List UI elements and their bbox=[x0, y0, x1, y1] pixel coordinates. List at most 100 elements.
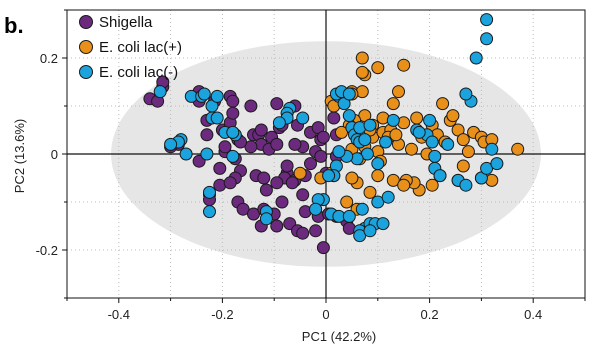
point-e-coli-lac bbox=[459, 87, 473, 101]
point-e-coli-lac bbox=[405, 142, 418, 156]
point-e-coli-lac bbox=[386, 173, 400, 187]
legend-label-e-coli-lac: E. coli lac(-) bbox=[99, 64, 178, 81]
point-e-coli-lac bbox=[397, 178, 411, 192]
point-e-coli-lac bbox=[342, 109, 356, 123]
point-shigella bbox=[226, 106, 240, 120]
point-e-coli-lac bbox=[179, 147, 193, 161]
point-e-coli-lac bbox=[210, 111, 224, 125]
point-shigella bbox=[223, 176, 237, 190]
legend-marker-e-coli-lac bbox=[79, 40, 93, 54]
point-e-coli-lac bbox=[480, 13, 494, 27]
point-e-coli-lac bbox=[164, 137, 178, 151]
point-e-coli-lac bbox=[226, 125, 240, 139]
point-e-coli-lac bbox=[335, 125, 348, 139]
point-e-coli-lac bbox=[197, 87, 211, 101]
point-shigella bbox=[327, 111, 341, 125]
point-e-coli-lac bbox=[358, 133, 372, 147]
point-shigella bbox=[200, 128, 214, 142]
y-tick-label: -0.2 bbox=[36, 243, 58, 258]
point-e-coli-lac bbox=[340, 195, 354, 209]
point-e-coli-lac bbox=[363, 118, 377, 132]
point-shigella bbox=[275, 195, 289, 209]
point-e-coli-lac bbox=[376, 217, 390, 231]
point-e-coli-lac bbox=[226, 149, 240, 163]
point-e-coli-lac bbox=[355, 51, 369, 65]
point-e-coli-lac bbox=[355, 202, 369, 216]
point-e-coli-lac bbox=[423, 113, 437, 127]
point-e-coli-lac bbox=[410, 111, 424, 125]
point-e-coli-lac bbox=[153, 85, 167, 99]
legend-label-e-coli-lac: E. coli lac(+) bbox=[99, 39, 182, 56]
point-e-coli-lac bbox=[386, 113, 400, 127]
point-shigella bbox=[236, 202, 250, 216]
point-shigella bbox=[270, 176, 284, 190]
legend-label-shigella: Shigella bbox=[99, 14, 153, 31]
point-e-coli-lac bbox=[342, 87, 356, 101]
point-e-coli-lac bbox=[363, 185, 377, 199]
point-e-coli-lac bbox=[293, 166, 307, 180]
point-e-coli-lac bbox=[203, 205, 216, 219]
point-e-coli-lac bbox=[456, 133, 470, 147]
x-tick-label: -0.2 bbox=[211, 307, 233, 322]
point-e-coli-lac bbox=[480, 32, 494, 46]
point-e-coli-lac bbox=[469, 51, 483, 65]
y-axis-title: PC2 (13.6%) bbox=[12, 119, 27, 193]
point-shigella bbox=[296, 188, 310, 202]
point-shigella bbox=[280, 159, 294, 173]
point-e-coli-lac bbox=[355, 65, 369, 79]
point-shigella bbox=[270, 137, 284, 151]
legend: Shigella E. coli lac(+) E. coli lac(-) bbox=[79, 14, 182, 81]
point-e-coli-lac bbox=[371, 61, 385, 75]
point-e-coli-lac bbox=[397, 58, 411, 72]
point-shigella bbox=[257, 171, 271, 185]
point-shigella bbox=[218, 140, 232, 154]
point-e-coli-lac bbox=[272, 116, 286, 130]
x-axis-title: PC1 (42.2%) bbox=[302, 329, 376, 344]
point-e-coli-lac bbox=[485, 142, 499, 156]
point-e-coli-lac bbox=[200, 147, 214, 161]
x-tick-label: 0 bbox=[322, 307, 329, 322]
point-e-coli-lac bbox=[386, 97, 400, 111]
point-shigella bbox=[259, 183, 273, 197]
y-tick-label: 0.2 bbox=[40, 51, 58, 66]
point-shigella bbox=[244, 99, 258, 113]
x-tick-label: 0.2 bbox=[421, 307, 439, 322]
point-e-coli-lac bbox=[363, 224, 377, 238]
point-e-coli-lac bbox=[371, 157, 385, 171]
point-e-coli-lac bbox=[296, 111, 310, 125]
point-e-coli-lac bbox=[371, 195, 385, 209]
point-e-coli-lac bbox=[428, 149, 442, 163]
point-shigella bbox=[296, 226, 310, 240]
point-e-coli-lac bbox=[322, 169, 336, 183]
point-e-coli-lac bbox=[371, 169, 385, 183]
point-shigella bbox=[270, 219, 284, 233]
point-e-coli-lac bbox=[446, 109, 460, 123]
y-tick-label: 0 bbox=[51, 147, 58, 162]
point-shigella bbox=[316, 130, 330, 144]
legend-marker-shigella bbox=[79, 15, 93, 29]
point-e-coli-lac bbox=[441, 137, 455, 151]
x-tick-label: -0.4 bbox=[108, 307, 130, 322]
point-shigella bbox=[254, 123, 268, 137]
point-e-coli-lac bbox=[392, 85, 405, 99]
point-e-coli-lac bbox=[436, 97, 450, 111]
axis-ticks: -0.4 -0.2 0 0.2 0.4 0.2 0 -0.2 bbox=[36, 9, 586, 322]
point-shigella bbox=[316, 241, 330, 255]
point-e-coli-lac bbox=[433, 169, 447, 183]
point-shigella bbox=[226, 94, 240, 108]
point-e-coli-lac bbox=[259, 212, 273, 226]
point-e-coli-lac bbox=[345, 171, 359, 185]
point-e-coli-lac bbox=[381, 190, 395, 204]
point-e-coli-lac bbox=[459, 178, 473, 192]
point-shigella bbox=[288, 137, 302, 151]
point-shigella bbox=[213, 161, 227, 175]
point-shigella bbox=[270, 97, 284, 111]
point-shigella bbox=[285, 176, 299, 190]
point-e-coli-lac bbox=[332, 145, 346, 159]
point-e-coli-lac bbox=[412, 125, 426, 139]
point-e-coli-lac bbox=[309, 202, 323, 216]
point-e-coli-lac bbox=[389, 128, 403, 142]
point-e-coli-lac bbox=[511, 142, 525, 156]
